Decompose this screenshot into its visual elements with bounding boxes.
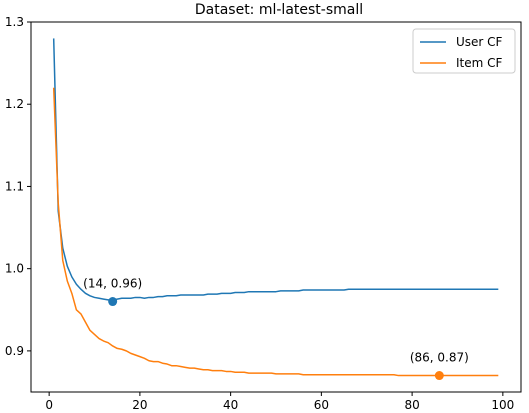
- y-tick-label-1: 1.0: [5, 262, 24, 276]
- annotation-point-1: [434, 371, 444, 381]
- legend-box: [412, 28, 516, 74]
- plot-area: (14, 0.96) (86, 0.87): [52, 38, 499, 381]
- axes-frame: [30, 21, 522, 393]
- y-tick-label-4: 1.3: [5, 15, 24, 29]
- y-tick-label-3: 1.2: [5, 97, 24, 111]
- x-tick-label-0: 0: [45, 398, 53, 412]
- x-tick-label-2: 40: [223, 398, 238, 412]
- y-tick-label-2: 1.1: [5, 179, 24, 193]
- axes: 0 20 40 60 80 100 0.9 1.0 1.1 1.2 1.3: [5, 15, 522, 412]
- x-tick-label-5: 100: [491, 398, 514, 412]
- annotation-label-0: (14, 0.96): [83, 277, 142, 291]
- legend: User CF Item CF: [412, 28, 516, 74]
- x-tick-label-4: 80: [404, 398, 419, 412]
- legend-label-1: Item CF: [456, 56, 503, 70]
- series-line-0: [52, 38, 499, 301]
- annotation-point-0: [108, 297, 118, 307]
- annotation-label-1: (86, 0.87): [410, 351, 469, 365]
- x-tick-label-1: 20: [132, 398, 147, 412]
- x-tick-label-3: 60: [314, 398, 329, 412]
- y-tick-label-0: 0.9: [5, 344, 24, 358]
- legend-label-0: User CF: [456, 35, 503, 49]
- chart-title: Dataset: ml-latest-small: [195, 2, 363, 18]
- series-line-1: [52, 87, 499, 378]
